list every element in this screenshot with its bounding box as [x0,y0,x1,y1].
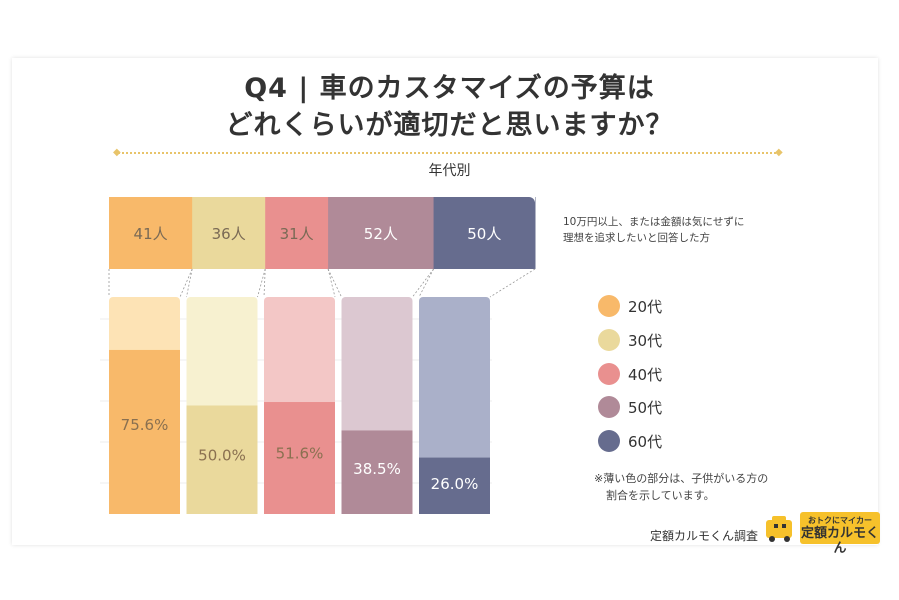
legend-item-20s: 20代 [598,294,662,318]
count-label-1: 36人 [212,225,246,243]
legend-label-20s: 20代 [628,297,663,316]
legend-label-30s: 30代 [628,331,663,350]
logo-name: 定額カルモくん [800,526,879,556]
survey-credit: 定額カルモくん調査 [650,529,759,543]
footnote-line2: 割合を示しています。 [606,489,715,502]
top-bar-note-line1: 10万円以上、または金額は気にせずに [563,216,745,228]
connector-right-1 [257,268,266,298]
connector-left-3 [327,268,342,298]
footnote: ※薄い色の部分は、子供がいる方の 割合を示しています。 [594,470,768,504]
value-label-3: 38.5% [353,460,401,478]
legend-item-40s: 40代 [598,362,662,386]
value-label-0: 75.6% [121,416,169,434]
bar-value-0 [109,349,180,514]
count-label-3: 52人 [364,225,398,243]
legend-swatch-60s [598,430,620,452]
count-label-0: 41人 [134,225,168,243]
divider-ornament-left: ◆ [113,147,121,158]
strip-corner-mask [529,197,535,203]
bar-value-4 [419,457,490,514]
carmo-logo: おトクにマイカー 定額カルモくん [800,512,880,556]
logo-tagline: おトクにマイカー [808,516,872,525]
connector-right-2 [327,268,336,298]
legend-item-50s: 50代 [598,395,662,419]
connector-left-4 [418,268,434,298]
title-divider [118,152,780,154]
value-label-4: 26.0% [431,475,479,493]
count-segment-3 [328,197,435,269]
footnote-line1: ※薄い色の部分は、子供がいる方の [594,472,769,485]
value-label-1: 50.0% [198,446,246,464]
count-label-2: 31人 [280,225,314,243]
legend-label-50s: 50代 [628,398,663,417]
legend-swatch-40s [598,363,620,385]
connector-left-2 [263,268,266,298]
count-segment-0 [109,197,193,269]
chart-subtitle: 年代別 [428,163,471,179]
legend-swatch-20s [598,295,620,317]
legend-label-40s: 40代 [628,365,663,384]
connector-right-4 [489,268,536,298]
count-label-4: 50人 [467,225,501,243]
divider-ornament-right: ◆ [775,147,783,158]
legend-label-60s: 60代 [628,432,663,451]
count-segment-1 [192,197,266,269]
chart-title-line2: どれくらいが適切だと思いますか？ [225,110,674,141]
top-bar-note-line2: 理想を追求したいと回答した方 [563,232,710,244]
bar-value-1 [186,405,258,514]
carmo-mascot-icon [766,516,792,542]
chart-title-line1: Q4 | 車のカスタマイズの予算は [244,73,655,104]
legend-item-30s: 30代 [598,328,662,352]
top-bar-note: 10万円以上、または金額は気にせずに 理想を追求したいと回答した方 [563,214,744,246]
connector-right-0 [179,268,193,298]
legend-swatch-50s [598,396,620,418]
value-label-2: 51.6% [276,444,324,462]
bar-value-3 [341,430,413,514]
legend-swatch-30s [598,329,620,351]
connector-left-1 [186,268,193,298]
legend-item-60s: 60代 [598,429,662,453]
count-segment-4 [433,197,536,269]
connector-right-3 [412,268,434,298]
bar-value-2 [264,402,335,514]
count-segment-2 [265,197,329,269]
